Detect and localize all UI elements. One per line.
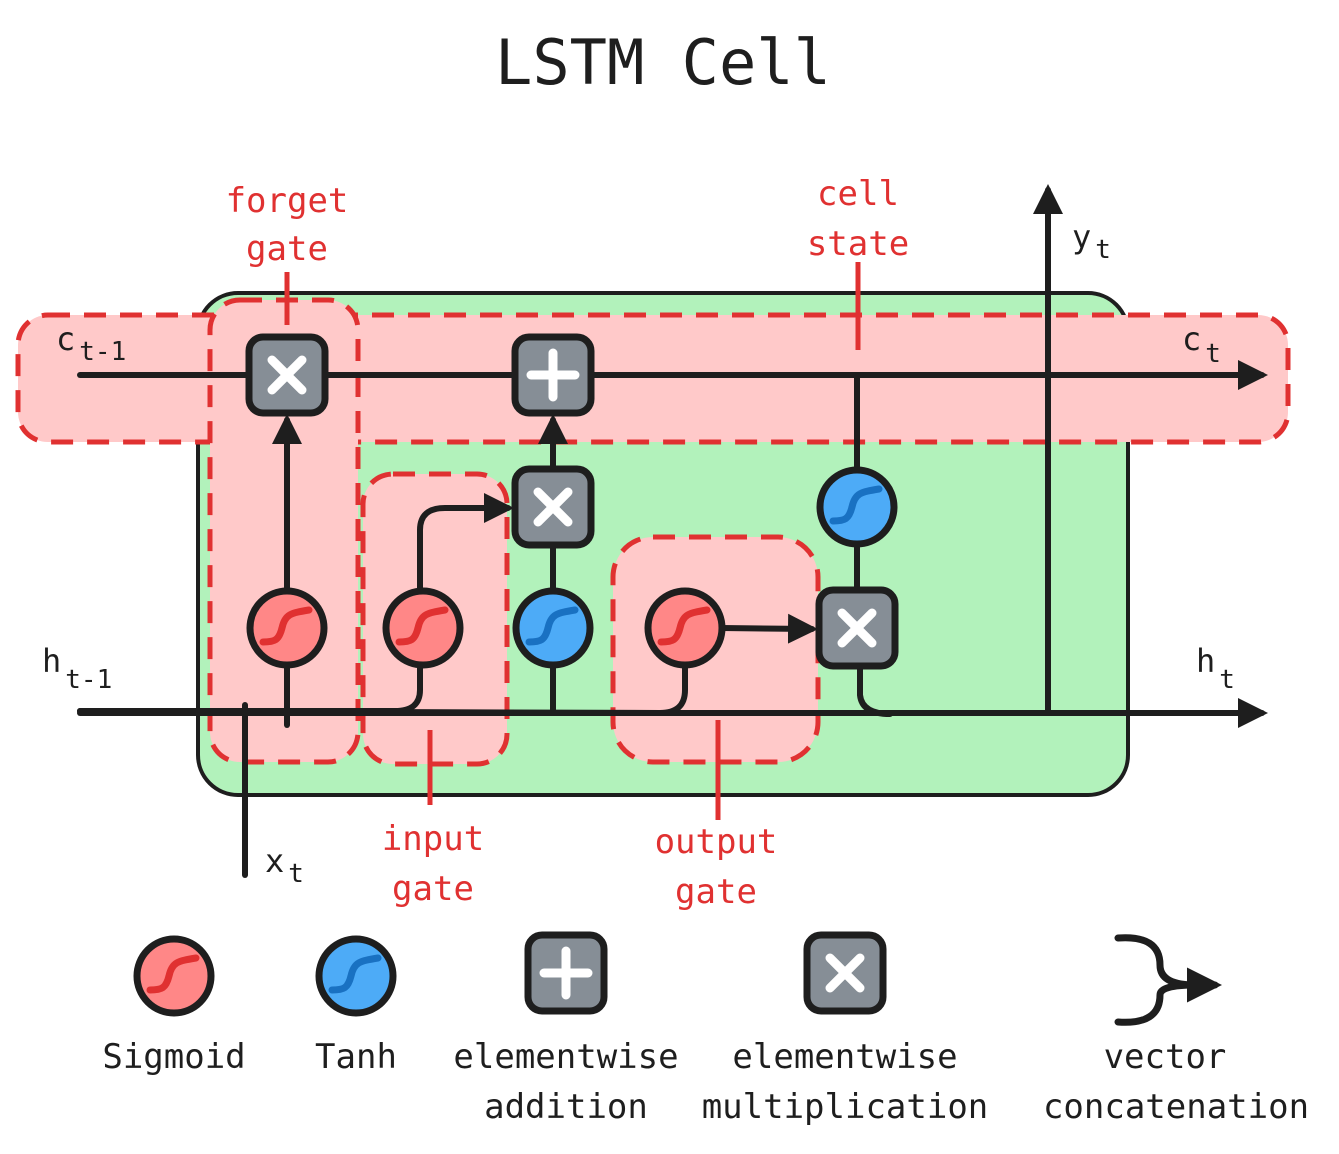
forget-multiply-icon [249,337,325,413]
input-gate-label-1: input [382,819,484,859]
h-prev-label: h t-1 [42,642,112,695]
multiplication-icon [807,935,883,1011]
output-gate-wire [77,662,688,716]
cell-state-label-2: state [807,224,909,264]
legend-tanh-label: Tanh [315,1037,397,1077]
forget-gate-label-2: gate [246,229,328,269]
legend-sigmoid-label: Sigmoid [102,1037,245,1077]
concatenation-icon [1114,934,1215,1026]
input-gate-wire [77,662,423,714]
legend-addition-label-1: elementwise [453,1037,678,1077]
cell-add-icon [515,337,591,413]
input-sigmoid-icon [386,591,460,665]
output-gate-label-2: gate [675,872,757,912]
tanh-icon [319,939,393,1013]
c-prev-label: c t-1 [56,320,126,367]
output-multiply-icon [819,590,895,666]
cell-tanh-icon [820,470,894,544]
candidate-tanh-icon [516,591,590,665]
forget-gate-label-1: forget [226,181,349,221]
input-gate-label-2: gate [392,869,474,909]
legend-concatenation-label-2: concatenation [1043,1087,1309,1127]
sigmoid-icon [137,939,211,1013]
legend: Sigmoid Tanh elementwise addition elemen… [102,935,1309,1127]
output-gate-label-1: output [655,822,778,862]
cell-state-label-1: cell [817,174,899,214]
input-multiply-icon [515,469,591,545]
addition-icon [528,935,604,1011]
legend-multiplication-label-2: multiplication [702,1087,989,1127]
forget-sigmoid-icon [250,591,324,665]
legend-addition-label-2: addition [484,1087,648,1127]
output-sigmoid-icon [648,591,722,665]
legend-concatenation-label-1: vector [1104,1037,1227,1077]
diagram-title: LSTM Cell [495,26,831,99]
legend-multiplication-label-1: elementwise [732,1037,957,1077]
